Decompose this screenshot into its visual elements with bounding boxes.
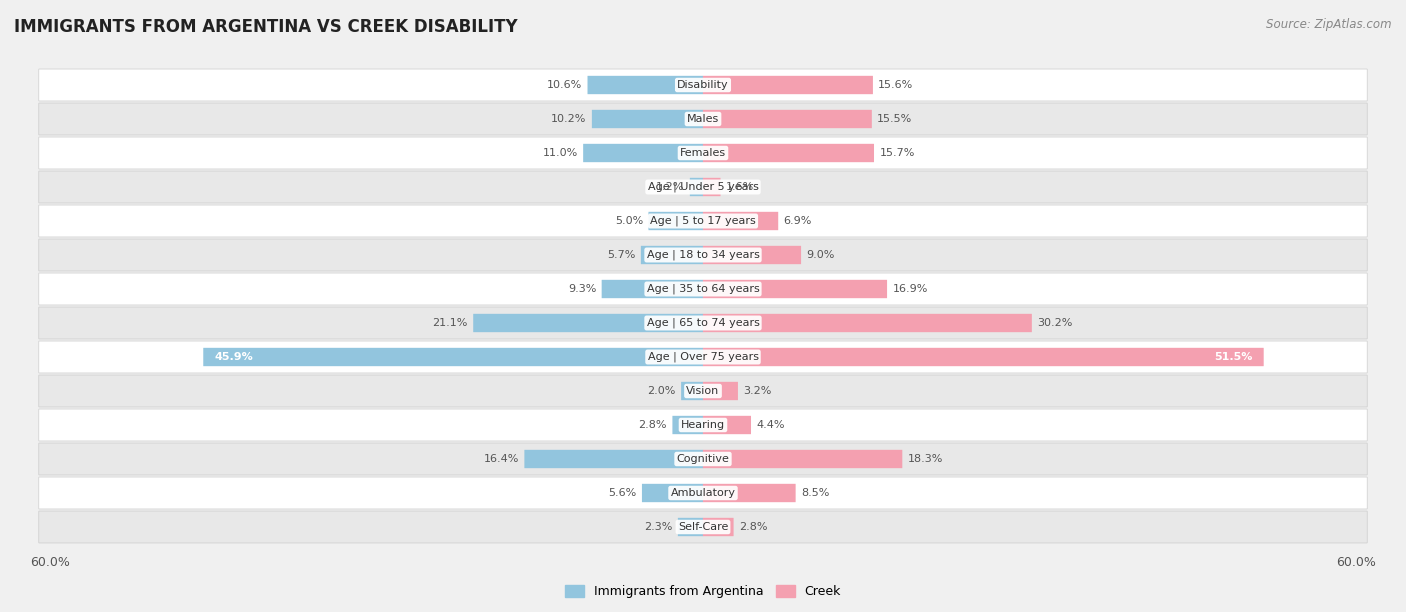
Text: 6.9%: 6.9% — [783, 216, 811, 226]
FancyBboxPatch shape — [703, 518, 734, 536]
FancyBboxPatch shape — [703, 110, 872, 128]
Text: 15.5%: 15.5% — [877, 114, 912, 124]
FancyBboxPatch shape — [703, 450, 903, 468]
Text: Hearing: Hearing — [681, 420, 725, 430]
Text: 5.6%: 5.6% — [609, 488, 637, 498]
Text: Self-Care: Self-Care — [678, 522, 728, 532]
Text: 9.3%: 9.3% — [568, 284, 596, 294]
FancyBboxPatch shape — [39, 477, 1367, 509]
Text: 9.0%: 9.0% — [807, 250, 835, 260]
FancyBboxPatch shape — [39, 103, 1367, 135]
Text: 1.2%: 1.2% — [657, 182, 685, 192]
FancyBboxPatch shape — [39, 375, 1367, 407]
Text: 10.2%: 10.2% — [551, 114, 586, 124]
Text: 2.3%: 2.3% — [644, 522, 672, 532]
Text: 15.6%: 15.6% — [879, 80, 914, 90]
FancyBboxPatch shape — [703, 280, 887, 298]
Text: Disability: Disability — [678, 80, 728, 90]
FancyBboxPatch shape — [703, 178, 720, 196]
FancyBboxPatch shape — [39, 239, 1367, 271]
FancyBboxPatch shape — [474, 314, 703, 332]
Text: 45.9%: 45.9% — [214, 352, 253, 362]
Text: Vision: Vision — [686, 386, 720, 396]
FancyBboxPatch shape — [39, 171, 1367, 203]
FancyBboxPatch shape — [602, 280, 703, 298]
FancyBboxPatch shape — [690, 178, 703, 196]
FancyBboxPatch shape — [672, 416, 703, 434]
FancyBboxPatch shape — [588, 76, 703, 94]
FancyBboxPatch shape — [39, 137, 1367, 169]
FancyBboxPatch shape — [703, 382, 738, 400]
Text: Ambulatory: Ambulatory — [671, 488, 735, 498]
Text: 16.4%: 16.4% — [484, 454, 519, 464]
FancyBboxPatch shape — [703, 348, 1264, 366]
FancyBboxPatch shape — [204, 348, 703, 366]
FancyBboxPatch shape — [39, 273, 1367, 305]
Text: 5.7%: 5.7% — [607, 250, 636, 260]
FancyBboxPatch shape — [703, 246, 801, 264]
Legend: Immigrants from Argentina, Creek: Immigrants from Argentina, Creek — [560, 580, 846, 603]
Text: 21.1%: 21.1% — [433, 318, 468, 328]
FancyBboxPatch shape — [643, 484, 703, 502]
Text: Females: Females — [681, 148, 725, 158]
FancyBboxPatch shape — [39, 511, 1367, 543]
FancyBboxPatch shape — [648, 212, 703, 230]
Text: Age | 5 to 17 years: Age | 5 to 17 years — [650, 216, 756, 226]
FancyBboxPatch shape — [39, 307, 1367, 339]
Text: 2.8%: 2.8% — [638, 420, 666, 430]
Text: 2.0%: 2.0% — [647, 386, 676, 396]
Text: 16.9%: 16.9% — [893, 284, 928, 294]
Text: 30.2%: 30.2% — [1038, 318, 1073, 328]
FancyBboxPatch shape — [703, 212, 778, 230]
Text: Age | 18 to 34 years: Age | 18 to 34 years — [647, 250, 759, 260]
Text: Age | Over 75 years: Age | Over 75 years — [648, 352, 758, 362]
Text: 11.0%: 11.0% — [543, 148, 578, 158]
Text: 15.7%: 15.7% — [879, 148, 915, 158]
FancyBboxPatch shape — [703, 416, 751, 434]
Text: Source: ZipAtlas.com: Source: ZipAtlas.com — [1267, 18, 1392, 31]
FancyBboxPatch shape — [524, 450, 703, 468]
Text: Age | 65 to 74 years: Age | 65 to 74 years — [647, 318, 759, 328]
Text: 51.5%: 51.5% — [1215, 352, 1253, 362]
FancyBboxPatch shape — [681, 382, 703, 400]
Text: Males: Males — [688, 114, 718, 124]
Text: 1.6%: 1.6% — [725, 182, 754, 192]
FancyBboxPatch shape — [703, 144, 875, 162]
Text: 8.5%: 8.5% — [801, 488, 830, 498]
Text: 10.6%: 10.6% — [547, 80, 582, 90]
Text: 4.4%: 4.4% — [756, 420, 785, 430]
Text: 18.3%: 18.3% — [908, 454, 943, 464]
FancyBboxPatch shape — [39, 443, 1367, 475]
FancyBboxPatch shape — [39, 341, 1367, 373]
FancyBboxPatch shape — [703, 76, 873, 94]
FancyBboxPatch shape — [703, 484, 796, 502]
Text: 2.8%: 2.8% — [740, 522, 768, 532]
Text: IMMIGRANTS FROM ARGENTINA VS CREEK DISABILITY: IMMIGRANTS FROM ARGENTINA VS CREEK DISAB… — [14, 18, 517, 36]
Text: Cognitive: Cognitive — [676, 454, 730, 464]
FancyBboxPatch shape — [39, 69, 1367, 101]
FancyBboxPatch shape — [39, 205, 1367, 237]
Text: Age | 35 to 64 years: Age | 35 to 64 years — [647, 284, 759, 294]
FancyBboxPatch shape — [641, 246, 703, 264]
Text: 3.2%: 3.2% — [744, 386, 772, 396]
FancyBboxPatch shape — [39, 409, 1367, 441]
FancyBboxPatch shape — [592, 110, 703, 128]
FancyBboxPatch shape — [583, 144, 703, 162]
FancyBboxPatch shape — [703, 314, 1032, 332]
Text: 5.0%: 5.0% — [614, 216, 643, 226]
Text: Age | Under 5 years: Age | Under 5 years — [648, 182, 758, 192]
FancyBboxPatch shape — [678, 518, 703, 536]
